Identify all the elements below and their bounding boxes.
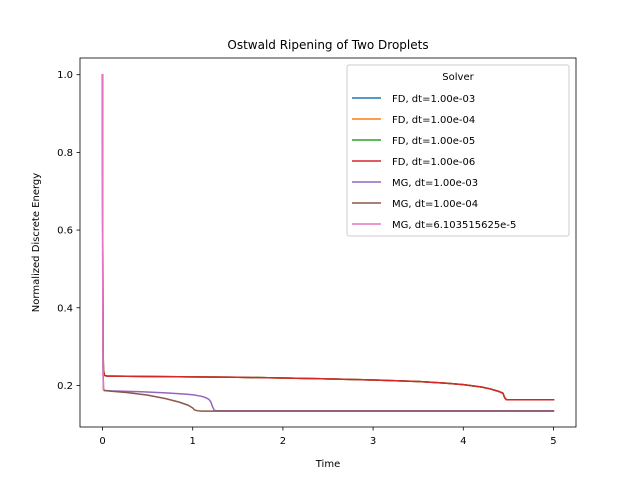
series-line-7: [101, 73, 105, 391]
legend-label-2: FD, dt=1.00e-04: [392, 115, 475, 126]
x-tick-label: 2: [280, 436, 286, 447]
y-tick-label: 0.4: [57, 303, 73, 314]
y-tick-label: 0.8: [57, 148, 73, 159]
legend-label-5: MG, dt=1.00e-03: [392, 178, 478, 189]
x-tick-label: 1: [190, 436, 196, 447]
y-tick-label: 0.6: [57, 226, 73, 237]
legend-items: FD, dt=1.00e-03 FD, dt=1.00e-04 FD, dt=1.0…: [352, 94, 516, 231]
x-tick-label: 0: [99, 436, 105, 447]
legend-label-1: FD, dt=1.00e-03: [392, 94, 475, 105]
y-tick-label: 1.0: [57, 70, 73, 81]
legend-label-3: FD, dt=1.00e-05: [392, 136, 475, 147]
chart-title: Ostwald Ripening of Two Droplets: [227, 38, 428, 52]
x-tick-label: 5: [550, 436, 556, 447]
y-axis-title: Normalized Discrete Energy: [31, 173, 42, 312]
x-tick-label: 4: [460, 436, 466, 447]
legend-label-7: MG, dt=6.103515625e-5: [392, 220, 516, 231]
legend-label-6: MG, dt=1.00e-04: [392, 199, 478, 210]
y-axis: 0.2 0.4 0.6 0.8 1.0: [57, 70, 80, 392]
series-layer: [101, 73, 555, 412]
legend-label-4: FD, dt=1.00e-06: [392, 157, 475, 168]
y-tick-label: 0.2: [57, 381, 73, 392]
series-line-4: [101, 73, 555, 401]
axes-frame: [79, 57, 577, 428]
x-axis: 0 1 2 3 4 5: [99, 427, 557, 447]
legend-box: [346, 64, 570, 237]
x-axis-title: Time: [315, 459, 340, 470]
x-tick-label: 3: [370, 436, 376, 447]
legend-title: Solver: [442, 72, 474, 83]
